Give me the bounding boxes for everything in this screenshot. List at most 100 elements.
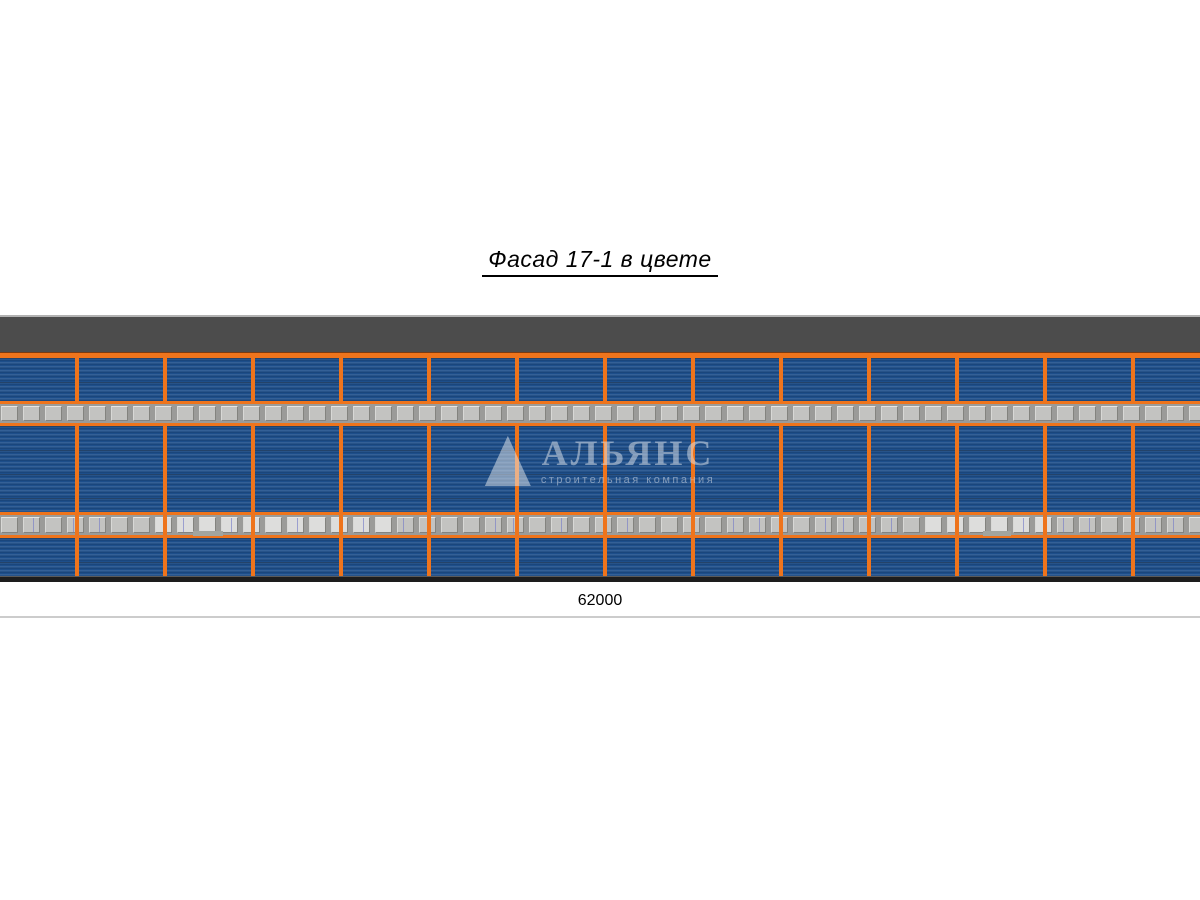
window-pane: [683, 406, 700, 421]
window-pane: [1167, 406, 1184, 421]
window-pane: [309, 517, 326, 533]
bay-divider-line: [515, 538, 519, 576]
company-name: АЛЬЯНС: [541, 433, 715, 473]
bay-divider-line: [955, 426, 959, 512]
window-pane: [837, 406, 854, 421]
dimension-value: 62000: [577, 592, 623, 609]
roof-band: [0, 317, 1200, 352]
window-pane: [1101, 406, 1118, 421]
window-pane: [1, 517, 18, 533]
window-pane: [1101, 517, 1118, 533]
window-pane: [287, 517, 304, 533]
bay-divider-line: [691, 515, 695, 535]
window-pane: [1079, 406, 1096, 421]
bay-divider-line: [339, 426, 343, 512]
window-pane: [45, 406, 62, 421]
window-pane: [925, 406, 942, 421]
glazing-accent-line: [1023, 518, 1024, 532]
bay-divider-line: [251, 358, 255, 401]
bay-divider-line: [955, 515, 959, 535]
bay-divider-line: [163, 426, 167, 512]
glazing-accent-line: [1155, 518, 1156, 532]
window-pane: [661, 517, 678, 533]
window-pane: [485, 517, 502, 533]
window-pane: [617, 406, 634, 421]
window-pane: [397, 517, 414, 533]
window-pane: [111, 517, 128, 533]
glazing-accent-line: [1062, 518, 1064, 532]
window-pane: [419, 406, 436, 421]
glazing-accent-line: [72, 518, 74, 532]
bay-divider-line: [779, 515, 783, 535]
window-pane: [1013, 517, 1030, 533]
bay-divider-line: [251, 538, 255, 576]
window-pane: [155, 406, 172, 421]
company-watermark-text: АЛЬЯНС строительная компания: [541, 434, 715, 486]
bay-divider-line: [1131, 515, 1135, 535]
facade-elevation: АЛЬЯНС строительная компания: [0, 315, 1200, 582]
window-pane: [727, 406, 744, 421]
orange-trim-line: [0, 512, 1200, 515]
window-pane: [1123, 406, 1140, 421]
window-pane: [1189, 517, 1200, 533]
bay-divider-line: [163, 515, 167, 535]
window-pane: [661, 406, 678, 421]
window-pane: [1057, 517, 1074, 533]
ribbon-window-upper: [0, 404, 1200, 423]
bay-divider-line: [691, 538, 695, 576]
bay-divider-line: [251, 426, 255, 512]
glazing-accent-line: [561, 518, 562, 532]
ribbon-window-lower: [0, 515, 1200, 536]
window-pane: [969, 517, 986, 533]
bay-divider-line: [515, 358, 519, 401]
glazing-accent-line: [402, 518, 404, 532]
window-pane: [133, 406, 150, 421]
window-pane: [991, 406, 1008, 421]
window-pane: [45, 517, 62, 533]
window-pane: [309, 406, 326, 421]
bay-divider-line: [251, 515, 255, 535]
bay-divider-line: [1043, 358, 1047, 401]
window-pane: [441, 406, 458, 421]
window-pane: [375, 517, 392, 533]
window-pane: [727, 517, 744, 533]
bay-divider-line: [339, 358, 343, 401]
glazing-accent-line: [732, 518, 734, 532]
window-pane: [133, 517, 150, 533]
dimension-label-wrap: 62000: [0, 592, 1200, 610]
bay-divider-line: [691, 426, 695, 512]
bay-divider-line: [779, 538, 783, 576]
orange-trim-line: [0, 535, 1200, 538]
window-pane: [67, 406, 84, 421]
window-pane: [463, 406, 480, 421]
bay-divider-line: [515, 426, 519, 512]
window-pane: [551, 517, 568, 533]
bay-divider-line: [1131, 426, 1135, 512]
bay-divider-line: [1043, 515, 1047, 535]
window-pane: [1013, 406, 1030, 421]
bay-divider-line: [603, 515, 607, 535]
window-pane: [1145, 406, 1162, 421]
window-pane: [265, 517, 282, 533]
window-pane: [573, 406, 590, 421]
glazing-accent-line: [99, 518, 100, 532]
window-pane: [507, 406, 524, 421]
window-pane: [221, 517, 238, 533]
bay-divider-line: [955, 358, 959, 401]
glazing-accent-line: [1172, 518, 1174, 532]
window-pane: [1, 406, 18, 421]
window-pane: [925, 517, 942, 533]
drawing-title: Фасад 17-1 в цвете: [482, 246, 718, 277]
bay-divider-line: [867, 515, 871, 535]
bay-divider-line: [779, 426, 783, 512]
bay-divider-line: [163, 358, 167, 401]
drawing-title-wrap: Фасад 17-1 в цвете: [0, 246, 1200, 277]
window-pane: [1035, 406, 1052, 421]
window-pane: [815, 406, 832, 421]
window-pane: [859, 406, 876, 421]
glazing-accent-line: [182, 518, 184, 532]
window-pane: [463, 517, 480, 533]
window-pane: [947, 406, 964, 421]
bay-divider-line: [1131, 358, 1135, 401]
eave-orange-band: [0, 352, 1200, 358]
